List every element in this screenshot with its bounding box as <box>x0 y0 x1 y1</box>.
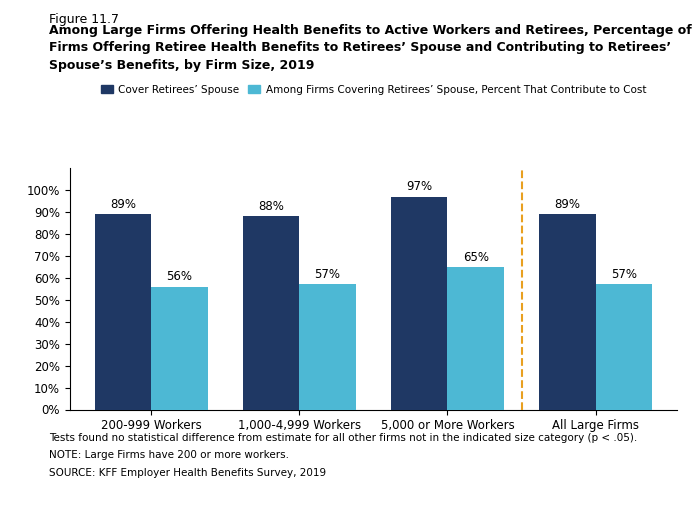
Bar <box>299 285 356 410</box>
Text: 88%: 88% <box>258 200 284 213</box>
Text: 97%: 97% <box>406 180 432 193</box>
Bar <box>447 267 504 410</box>
Text: Tests found no statistical difference from estimate for all other firms not in t: Tests found no statistical difference fr… <box>49 433 637 443</box>
Text: 57%: 57% <box>315 268 341 281</box>
Bar <box>595 285 652 410</box>
Text: SOURCE: KFF Employer Health Benefits Survey, 2019: SOURCE: KFF Employer Health Benefits Sur… <box>49 468 326 478</box>
Text: 56%: 56% <box>166 270 193 284</box>
Text: 89%: 89% <box>110 198 136 211</box>
Text: 57%: 57% <box>611 268 637 281</box>
Bar <box>95 214 151 410</box>
Bar <box>540 214 595 410</box>
Bar <box>243 216 299 410</box>
Text: 89%: 89% <box>554 198 581 211</box>
Text: NOTE: Large Firms have 200 or more workers.: NOTE: Large Firms have 200 or more worke… <box>49 450 289 460</box>
Bar <box>391 196 447 410</box>
Text: Figure 11.7: Figure 11.7 <box>49 13 119 26</box>
Bar <box>151 287 207 410</box>
Text: Among Large Firms Offering Health Benefits to Active Workers and Retirees, Perce: Among Large Firms Offering Health Benefi… <box>49 24 692 71</box>
Text: 65%: 65% <box>463 250 489 264</box>
Legend: Cover Retirees’ Spouse, Among Firms Covering Retirees’ Spouse, Percent That Cont: Cover Retirees’ Spouse, Among Firms Cove… <box>98 81 649 98</box>
